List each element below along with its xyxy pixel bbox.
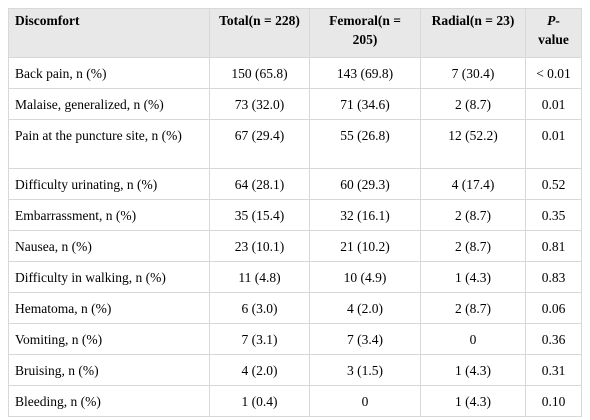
cell-femoral: 60 (29.3)	[309, 168, 421, 200]
table-row: Difficulty urinating, n (%) 64 (28.1) 60 (…	[8, 168, 582, 200]
cell-total: 67 (29.4)	[209, 119, 310, 169]
cell-femoral: 21 (10.2)	[309, 230, 421, 262]
cell-total: 73 (32.0)	[209, 88, 310, 120]
cell-pvalue: 0.10	[525, 385, 582, 417]
cell-discomfort: Nausea, n (%)	[8, 230, 210, 262]
cell-total: 6 (3.0)	[209, 292, 310, 324]
cell-femoral: 0	[309, 385, 421, 417]
cell-femoral: 143 (69.8)	[309, 57, 421, 89]
cell-radial: 0	[420, 323, 526, 355]
cell-total: 11 (4.8)	[209, 261, 310, 293]
header-pvalue-italic: P	[547, 13, 556, 28]
cell-total: 23 (10.1)	[209, 230, 310, 262]
cell-pvalue: 0.83	[525, 261, 582, 293]
table-row: Malaise, generalized, n (%) 73 (32.0) 71 (…	[8, 88, 582, 120]
cell-discomfort: Hematoma, n (%)	[8, 292, 210, 324]
header-pvalue-rest: -value	[538, 13, 569, 47]
cell-pvalue: 0.31	[525, 354, 582, 386]
header-femoral: Femoral(n = 205)	[309, 8, 421, 58]
cell-pvalue: 0.81	[525, 230, 582, 262]
cell-total: 150 (65.8)	[209, 57, 310, 89]
table-row: Back pain, n (%) 150 (65.8) 143 (69.8) 7 (3…	[8, 57, 582, 89]
cell-discomfort: Difficulty in walking, n (%)	[8, 261, 210, 293]
cell-discomfort: Bleeding, n (%)	[8, 385, 210, 417]
cell-radial: 12 (52.2)	[420, 119, 526, 169]
cell-femoral: 4 (2.0)	[309, 292, 421, 324]
cell-radial: 1 (4.3)	[420, 354, 526, 386]
header-pvalue: P-value	[525, 8, 582, 58]
table-row: Hematoma, n (%) 6 (3.0) 4 (2.0) 2 (8.7) 0.06	[8, 292, 582, 324]
cell-total: 64 (28.1)	[209, 168, 310, 200]
cell-pvalue: 0.36	[525, 323, 582, 355]
header-row: Discomfort Total(n = 228) Femoral(n = 20…	[8, 8, 582, 58]
cell-femoral: 7 (3.4)	[309, 323, 421, 355]
header-discomfort: Discomfort	[8, 8, 210, 58]
cell-femoral: 32 (16.1)	[309, 199, 421, 231]
table-header: Discomfort Total(n = 228) Femoral(n = 20…	[8, 8, 582, 58]
cell-total: 7 (3.1)	[209, 323, 310, 355]
cell-femoral: 3 (1.5)	[309, 354, 421, 386]
cell-radial: 2 (8.7)	[420, 199, 526, 231]
table-row: Vomiting, n (%) 7 (3.1) 7 (3.4) 0 0.36	[8, 323, 582, 355]
cell-pvalue: 0.01	[525, 119, 582, 169]
cell-radial: 1 (4.3)	[420, 261, 526, 293]
table-body: Back pain, n (%) 150 (65.8) 143 (69.8) 7 (3…	[8, 57, 582, 417]
cell-pvalue: < 0.01	[525, 57, 582, 89]
cell-radial: 4 (17.4)	[420, 168, 526, 200]
cell-total: 1 (0.4)	[209, 385, 310, 417]
cell-discomfort: Vomiting, n (%)	[8, 323, 210, 355]
cell-discomfort: Pain at the puncture site, n (%)	[8, 119, 210, 169]
cell-radial: 2 (8.7)	[420, 88, 526, 120]
table-row: Bruising, n (%) 4 (2.0) 3 (1.5) 1 (4.3) 0.31	[8, 354, 582, 386]
cell-pvalue: 0.35	[525, 199, 582, 231]
cell-femoral: 55 (26.8)	[309, 119, 421, 169]
header-total: Total(n = 228)	[209, 8, 310, 58]
table-row: Difficulty in walking, n (%) 11 (4.8) 10 (…	[8, 261, 582, 293]
cell-discomfort: Embarrassment, n (%)	[8, 199, 210, 231]
cell-total: 35 (15.4)	[209, 199, 310, 231]
discomfort-table: Discomfort Total(n = 228) Femoral(n = 20…	[8, 8, 582, 417]
cell-radial: 2 (8.7)	[420, 292, 526, 324]
cell-discomfort: Difficulty urinating, n (%)	[8, 168, 210, 200]
cell-pvalue: 0.01	[525, 88, 582, 120]
table-row: Pain at the puncture site, n (%) 67 (29.4…	[8, 119, 582, 169]
cell-radial: 2 (8.7)	[420, 230, 526, 262]
cell-femoral: 10 (4.9)	[309, 261, 421, 293]
table-row: Embarrassment, n (%) 35 (15.4) 32 (16.1) 2 …	[8, 199, 582, 231]
cell-pvalue: 0.52	[525, 168, 582, 200]
cell-total: 4 (2.0)	[209, 354, 310, 386]
cell-discomfort: Bruising, n (%)	[8, 354, 210, 386]
table-row: Nausea, n (%) 23 (10.1) 21 (10.2) 2 (8.7) 0.…	[8, 230, 582, 262]
table-row: Bleeding, n (%) 1 (0.4) 0 1 (4.3) 0.10	[8, 385, 582, 417]
cell-radial: 1 (4.3)	[420, 385, 526, 417]
cell-pvalue: 0.06	[525, 292, 582, 324]
cell-femoral: 71 (34.6)	[309, 88, 421, 120]
header-radial: Radial(n = 23)	[420, 8, 526, 58]
cell-discomfort: Back pain, n (%)	[8, 57, 210, 89]
cell-radial: 7 (30.4)	[420, 57, 526, 89]
cell-discomfort: Malaise, generalized, n (%)	[8, 88, 210, 120]
